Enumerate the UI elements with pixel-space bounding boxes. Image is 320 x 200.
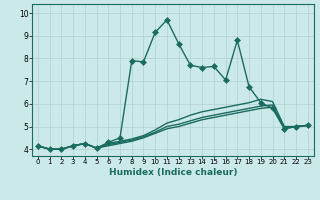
X-axis label: Humidex (Indice chaleur): Humidex (Indice chaleur) [108,168,237,177]
